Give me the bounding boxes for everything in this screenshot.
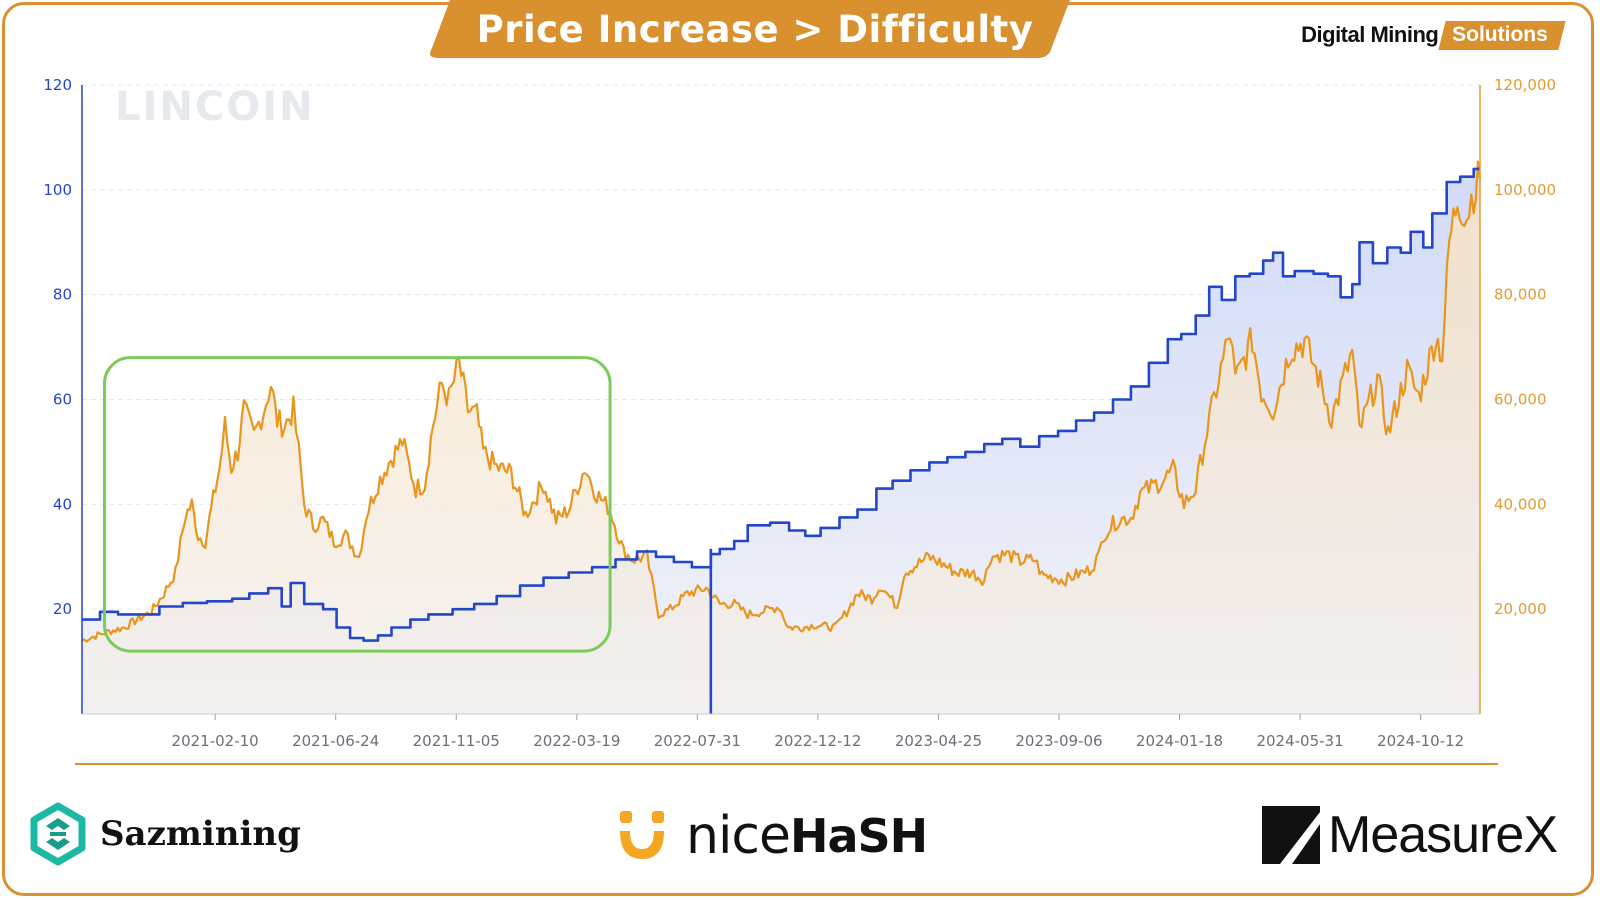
difficulty-series-line — [82, 167, 1480, 642]
highlight-box — [102, 356, 612, 653]
x-axis-tick-label: 2022-12-12 — [774, 732, 861, 750]
x-axis-tick-label: 2021-06-24 — [292, 732, 379, 750]
left-axis-tick-label: 60 — [53, 391, 72, 409]
measurex-icon — [1262, 806, 1320, 864]
nicehash-name-light: nice — [686, 806, 791, 866]
x-axis-tick-label: 2024-01-18 — [1136, 732, 1223, 750]
right-axis-tick-label: 20,000 — [1494, 600, 1547, 618]
nicehash-smiley-icon — [620, 811, 664, 859]
chart-svg: LINCOIN 20 20,000 40 40,000 60 60,000 80 80,000… — [43, 76, 1556, 750]
sazmining-icon — [30, 802, 86, 866]
tick-labels: 20 20,000 40 40,000 60 60,000 80 80,000 100 100,0… — [43, 76, 1556, 750]
left-axis-tick-label: 120 — [43, 76, 72, 94]
highlight-rectangle — [102, 356, 612, 653]
right-axis-tick-label: 80,000 — [1494, 286, 1547, 304]
sazmining-logo: Sazmining — [24, 800, 301, 868]
nicehash-logo: nice HaSH — [616, 806, 928, 866]
measurex-logo: MeasureX — [1262, 805, 1558, 865]
page-title: Price Increase > Difficulty — [476, 8, 1034, 51]
x-axis-tick-label: 2021-11-05 — [413, 732, 500, 750]
chart-area: LINCOIN 20 20,000 40 40,000 60 60,000 80 80,000… — [43, 76, 1556, 750]
x-axis-tick-label: 2023-04-25 — [895, 732, 982, 750]
title-banner-shape — [430, 0, 1070, 58]
left-axis-tick-label: 100 — [43, 181, 72, 199]
brand-logo: Digital Mining Solutions — [1301, 18, 1566, 52]
series-lines — [81, 160, 1482, 714]
sazmining-name: Sazmining — [100, 814, 301, 854]
footer-divider — [75, 763, 1498, 765]
title-banner: Price Increase > Difficulty — [430, 0, 1080, 60]
nicehash-name-bold: HaSH — [790, 809, 928, 863]
x-axis-tick-label: 2024-05-31 — [1256, 732, 1343, 750]
x-axis-tick-label: 2021-02-10 — [172, 732, 259, 750]
x-axis-tick-label: 2024-10-12 — [1377, 732, 1464, 750]
right-axis-tick-label: 120,000 — [1494, 76, 1556, 94]
left-axis-tick-label: 20 — [53, 600, 72, 618]
left-axis-tick-label: 40 — [53, 495, 72, 513]
x-axis-tick-label: 2022-07-31 — [654, 732, 741, 750]
right-axis-tick-label: 60,000 — [1494, 391, 1547, 409]
price-area — [82, 161, 1480, 715]
brand-name: Digital Mining — [1301, 22, 1439, 47]
left-axis-tick-label: 80 — [53, 286, 72, 304]
x-axis-tick-label: 2022-03-19 — [533, 732, 620, 750]
measurex-name: MeasureX — [1328, 806, 1558, 864]
watermark: LINCOIN — [115, 84, 315, 130]
axes — [81, 85, 1481, 720]
right-axis-tick-label: 40,000 — [1494, 495, 1547, 513]
right-axis-tick-label: 100,000 — [1494, 181, 1556, 199]
x-axis-tick-label: 2023-09-06 — [1015, 732, 1102, 750]
series-areas — [82, 161, 1480, 715]
price-series-line — [81, 160, 1482, 643]
